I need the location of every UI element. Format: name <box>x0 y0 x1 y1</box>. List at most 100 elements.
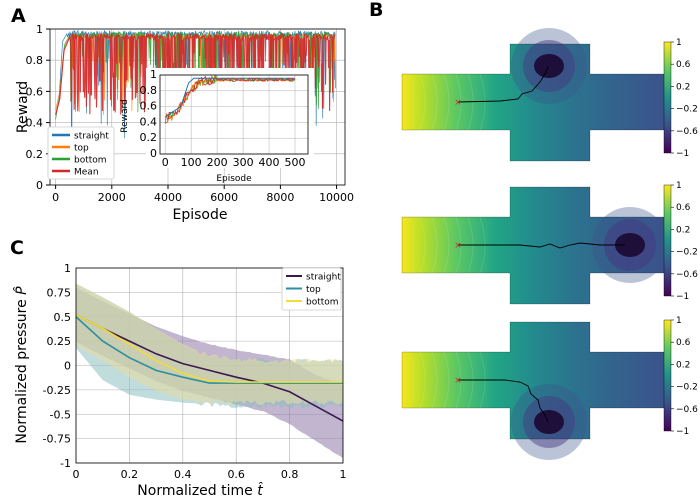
y-tick-label: 1 <box>36 23 43 36</box>
colorbar-tick-label: 1 <box>676 181 682 191</box>
x-tick-label: 0 <box>73 468 80 481</box>
colorbar-tick-label: 1 <box>676 38 682 48</box>
legend-label: bottom <box>306 298 339 308</box>
chart-b: × 1 0.6 0.2 −0.2 −0.6 −1 × 1 0.6 0.2 −0.2 −0.6 −1 × 1 0.… <box>401 28 698 460</box>
panel-label-b: B <box>369 0 383 21</box>
inset-x-tick-label: 200 <box>207 156 228 169</box>
chart-a-frame <box>49 28 346 186</box>
contour-line <box>419 73 426 131</box>
colorbar-tick-label: −0.2 <box>676 383 698 393</box>
panel-label-c: C <box>10 237 24 259</box>
domain-cross <box>402 187 668 304</box>
colorbar: 1 0.6 0.2 −0.2 −0.6 −1 <box>663 181 698 302</box>
trajectory-path <box>457 65 549 103</box>
pressure-map-straight: × 1 0.6 0.2 −0.2 −0.6 −1 <box>401 28 698 162</box>
colorbar-tick-label: 0.6 <box>676 203 691 213</box>
colorbar-tick-label: 0.6 <box>676 338 691 348</box>
chart-c-xlabel: Normalized time t̂ <box>137 482 263 499</box>
x-tick-label: 4000 <box>154 191 182 204</box>
chart-c: 0 0.2 0.4 0.6 0.8 1 -1 -0.75 -0.5 -0.25 0 0.25 0.5 0.… <box>13 262 346 499</box>
legend-label: top <box>306 285 321 295</box>
trajectory-path <box>458 242 625 249</box>
colorbar-gradient <box>663 319 672 432</box>
start-marker: × <box>454 241 462 251</box>
x-tick-label: 8000 <box>266 191 294 204</box>
chart-c-frame <box>75 267 344 464</box>
chart-c-legend: straight top bottom <box>281 267 342 311</box>
y-tick-label: -1 <box>60 457 71 470</box>
contour-line <box>443 73 450 131</box>
inset-y-tick-label: 0.4 <box>140 115 158 128</box>
colorbar-tick-label: −0.6 <box>676 127 698 137</box>
colorbar-tick-label: 0.2 <box>676 360 690 370</box>
y-tick-label: 0.4 <box>26 117 44 130</box>
colorbar-gradient <box>663 184 672 297</box>
inset-x-tick-label: 100 <box>181 156 202 169</box>
colorbar-tick-label: 0.2 <box>676 225 690 235</box>
colorbar-tick-label: 1 <box>676 316 682 326</box>
contour-line <box>443 216 450 274</box>
chart-a-legend: straight top bottom Mean <box>47 126 115 180</box>
inset-y-tick-label: 0.8 <box>140 84 158 97</box>
x-tick-label: 0.4 <box>174 468 192 481</box>
contour-line <box>419 351 426 409</box>
inset-ylabel: Reward <box>120 99 130 133</box>
y-tick-label: 0.6 <box>26 85 44 98</box>
inset-y-tick-label: 0.6 <box>140 100 158 113</box>
y-tick-label: 0 <box>64 360 71 373</box>
inset-y-tick-label: 0 <box>150 147 157 160</box>
legend-label: straight <box>306 273 341 283</box>
x-tick-label: 6000 <box>210 191 238 204</box>
y-tick-label: -0.5 <box>50 408 71 421</box>
x-tick-label: 0.8 <box>281 468 299 481</box>
inset-series-line-straight <box>164 77 295 118</box>
y-tick-label: 0 <box>36 179 43 192</box>
trajectory-path <box>458 379 549 423</box>
colorbar-tick-label: −0.2 <box>676 248 698 258</box>
y-tick-label: 0.8 <box>26 54 44 67</box>
y-tick-label: -0.25 <box>43 384 71 397</box>
domain-cross <box>402 44 668 161</box>
colorbar-tick-label: −1 <box>676 149 689 159</box>
inset-x-tick-label: 500 <box>285 156 306 169</box>
colorbar: 1 0.6 0.2 −0.2 −0.6 −1 <box>663 316 698 437</box>
y-tick-label: 0.2 <box>26 148 44 161</box>
domain-outline <box>401 43 669 162</box>
target-core <box>615 233 645 257</box>
colorbar-tick-label: −1 <box>676 292 689 302</box>
inset-y-tick-label: 0.2 <box>140 131 158 144</box>
mean-line-bottom <box>76 314 343 383</box>
target-core <box>534 410 564 434</box>
pressure-map-top: × 1 0.6 0.2 −0.2 −0.6 −1 <box>401 181 698 305</box>
inset-xlabel: Episode <box>216 174 252 184</box>
pressure-map-bottom: × 1 0.6 0.2 −0.2 −0.6 −1 <box>401 316 698 460</box>
colorbar-tick-label: 0.6 <box>676 60 691 70</box>
start-marker: × <box>454 376 462 386</box>
inset-series-line <box>165 75 296 124</box>
y-tick-label: 0.25 <box>47 335 72 348</box>
inset-x-tick-label: 400 <box>259 156 280 169</box>
legend-label: top <box>74 144 89 154</box>
domain-outline <box>401 321 669 440</box>
x-tick-label: 2000 <box>98 191 126 204</box>
chart-a-ylabel: Reward <box>15 81 31 133</box>
domain-cross <box>402 322 668 439</box>
colorbar-tick-label: −0.2 <box>676 105 698 115</box>
contour-line <box>479 73 486 131</box>
colorbar-tick-label: −0.6 <box>676 405 698 415</box>
contour-line <box>431 351 438 409</box>
y-tick-label: 0.5 <box>54 311 72 324</box>
contour-line <box>419 216 426 274</box>
inset-x-tick-label: 300 <box>233 156 254 169</box>
legend-label: bottom <box>74 156 107 166</box>
x-tick-label: 10000 <box>319 191 354 204</box>
colorbar: 1 0.6 0.2 −0.2 −0.6 −1 <box>663 38 698 159</box>
series-line-mean <box>55 31 336 115</box>
colorbar-gradient <box>663 41 672 154</box>
legend-label: straight <box>74 132 109 142</box>
legend-label: Mean <box>74 168 99 178</box>
mean-line-top <box>76 316 343 384</box>
x-tick-label: 0.2 <box>121 468 139 481</box>
mean-line-straight <box>76 314 343 422</box>
